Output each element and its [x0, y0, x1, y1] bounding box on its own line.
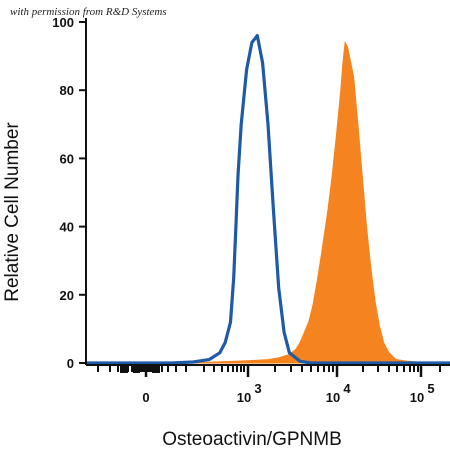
y-tick-label-1: 20: [60, 288, 74, 303]
x-tick-label-1: 10: [237, 390, 251, 405]
x-tick-label-3: 10: [410, 390, 424, 405]
x-tick-cluster-0: [120, 366, 128, 373]
watermark-text: with permission from R&D Systems: [10, 6, 167, 18]
x-tick-label-0: 0: [142, 390, 149, 405]
x-tick-exponent-1: 3: [254, 381, 261, 396]
x-axis-title: Osteoactivin/GPNMB: [162, 429, 342, 450]
y-tick-label-0: 0: [67, 356, 74, 371]
x-tick-cluster-1: [133, 366, 140, 373]
y-ticks: 0 20 40 60 80 100: [52, 15, 86, 371]
x-tick-exponent-3: 5: [427, 381, 434, 396]
y-tick-label-5: 100: [52, 15, 74, 30]
y-axis-title: Relative Cell Number: [2, 122, 23, 302]
x-tick-exponent-2: 4: [343, 381, 351, 396]
plot-marks: [86, 34, 450, 365]
series-line-0: [86, 34, 450, 365]
series-fill-1: [86, 40, 450, 364]
y-tick-label-4: 80: [60, 83, 74, 98]
x-tick-label-2: 10: [326, 390, 340, 405]
x-tick-cluster-2: [152, 366, 160, 373]
y-tick-label-2: 40: [60, 220, 74, 235]
y-tick-label-3: 60: [60, 151, 74, 166]
